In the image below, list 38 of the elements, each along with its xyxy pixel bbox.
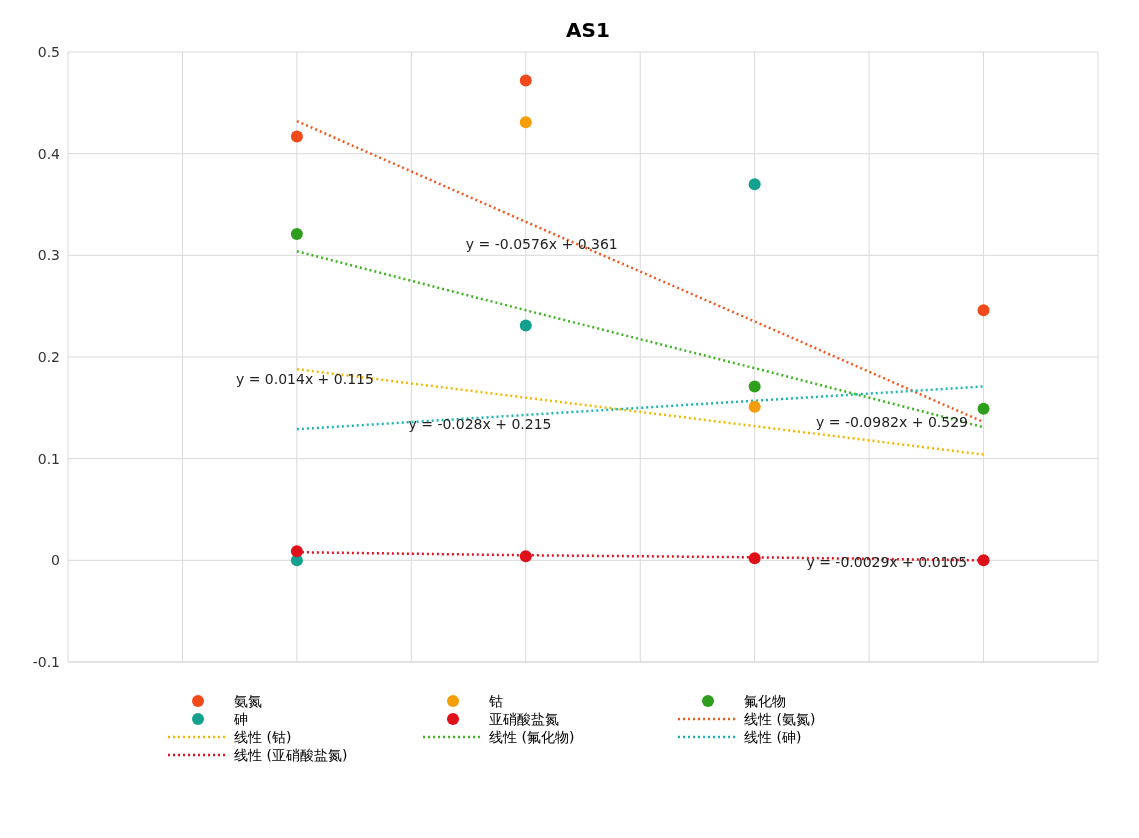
line-series — [295, 385, 985, 431]
legend-label: 亚硝酸盐氮 — [489, 710, 559, 728]
annotation: y = -0.0029x + 0.0105 — [806, 553, 968, 570]
point — [748, 400, 761, 413]
point — [748, 178, 761, 191]
point — [977, 554, 990, 567]
y-tick-label: 0.4 — [37, 145, 61, 162]
annotation: y = -0.028x + 0.215 — [408, 416, 552, 433]
annotation: y = -0.0982x + 0.529 — [816, 413, 968, 430]
y-tick-label: 0.5 — [37, 43, 60, 60]
y-tick-label: 0.3 — [37, 247, 60, 264]
point — [519, 319, 532, 332]
legend-label: 砷 — [234, 710, 248, 728]
point — [519, 116, 532, 129]
legend-label: 线性 (砷) — [744, 728, 802, 746]
annotation: y = -0.0576x + 0.361 — [465, 236, 618, 253]
y-tick-label: 0.1 — [37, 450, 60, 467]
point — [977, 304, 990, 317]
point — [290, 545, 303, 558]
chart-title: AS1 — [565, 17, 611, 42]
annotation: y = 0.014x + 0.115 — [235, 370, 374, 387]
point — [519, 74, 532, 87]
point — [290, 227, 303, 240]
point — [748, 552, 761, 565]
legend-label: 线性 (氨氮) — [744, 710, 816, 728]
y-tick-label: -0.1 — [32, 653, 60, 670]
y-tick-label: 0 — [51, 552, 60, 569]
legend-label: 线性 (亚硝酸盐氮) — [234, 746, 348, 764]
legend-label: 钴 — [489, 692, 503, 710]
legend-label: 氨氮 — [234, 692, 262, 710]
point — [290, 130, 303, 143]
legend-label: 线性 (钴) — [234, 728, 292, 746]
y-tick-label: 0.2 — [37, 348, 60, 365]
point — [977, 402, 990, 415]
point — [519, 550, 532, 563]
legend-label: 线性 (氟化物) — [489, 728, 575, 746]
legend-label: 氟化物 — [744, 692, 786, 710]
point — [748, 380, 761, 393]
